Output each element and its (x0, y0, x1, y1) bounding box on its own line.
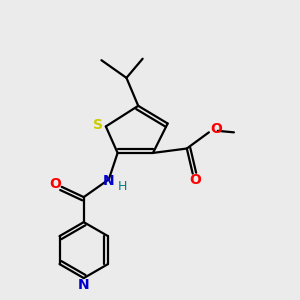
Text: O: O (49, 177, 61, 191)
Text: N: N (103, 174, 115, 188)
Text: N: N (78, 278, 90, 292)
Text: S: S (94, 118, 103, 132)
Text: O: O (210, 122, 222, 136)
Text: H: H (117, 180, 127, 193)
Text: O: O (190, 173, 202, 187)
